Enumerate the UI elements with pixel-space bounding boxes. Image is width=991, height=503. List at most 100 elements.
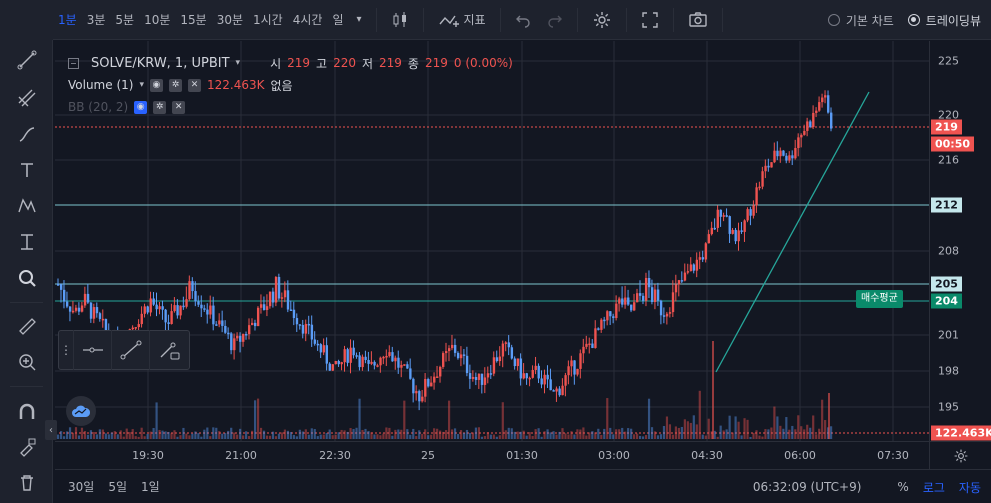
- cloud-sync-icon[interactable]: [66, 396, 96, 426]
- volume-bar: [68, 427, 72, 439]
- candle-body: [671, 292, 675, 313]
- volume-bar: [200, 436, 203, 439]
- volume-bar: [89, 430, 93, 439]
- volume-title[interactable]: Volume (1): [68, 78, 134, 92]
- trend-line-button[interactable]: [111, 330, 149, 370]
- volume-bar: [134, 436, 137, 439]
- chart-pane[interactable]: [55, 41, 929, 441]
- candle-body: [758, 186, 761, 189]
- measure-tool-icon[interactable]: [0, 224, 53, 260]
- axis-settings-button[interactable]: [929, 441, 991, 469]
- volume-bar: [433, 428, 436, 439]
- candle-body: [203, 308, 206, 310]
- eye-icon[interactable]: ◉: [134, 100, 148, 114]
- interval-30m[interactable]: 30분: [216, 12, 243, 27]
- lock-drawing-icon[interactable]: [0, 428, 53, 464]
- indicators-button[interactable]: 지표: [430, 0, 494, 40]
- trendline-tool-icon[interactable]: [0, 42, 53, 78]
- screenshot-button[interactable]: [680, 0, 716, 40]
- interval-1m[interactable]: 1분: [58, 12, 77, 27]
- candle-body: [680, 280, 684, 282]
- interval-3m[interactable]: 3분: [86, 12, 106, 27]
- interval-dropdown-icon[interactable]: ▾: [356, 14, 362, 25]
- gear-icon[interactable]: ✲: [153, 100, 167, 114]
- volume-bar: [564, 433, 567, 439]
- candle-body: [504, 342, 508, 344]
- volume-bar: [791, 425, 794, 439]
- volume-bar: [653, 431, 657, 439]
- clock-label[interactable]: 06:32:09 (UTC+9): [752, 480, 862, 494]
- candle-body: [242, 334, 245, 342]
- redo-button[interactable]: [539, 0, 571, 40]
- interval-1d[interactable]: 일: [332, 12, 344, 27]
- ray-with-label-button[interactable]: [149, 330, 187, 370]
- volume-bar: [283, 429, 287, 439]
- pitchfork-tool-icon[interactable]: [0, 80, 53, 116]
- interval-15m[interactable]: 15분: [180, 12, 207, 27]
- interval-4h[interactable]: 4시간: [292, 12, 323, 27]
- volume-bar: [749, 436, 752, 439]
- volume-bar: [513, 431, 516, 439]
- gear-icon[interactable]: ✲: [168, 78, 182, 92]
- collapse-toolbar-icon[interactable]: ‹: [45, 420, 57, 440]
- log-toggle[interactable]: 로그: [922, 480, 945, 495]
- candle-body: [498, 356, 502, 362]
- magnet-icon[interactable]: [0, 394, 53, 430]
- text-tool-icon[interactable]: [0, 152, 53, 188]
- settings-button[interactable]: [584, 0, 620, 40]
- bb-title[interactable]: BB (20, 2): [68, 100, 129, 114]
- candle-body: [546, 374, 549, 380]
- candle-body: [549, 379, 552, 391]
- drag-handle-icon[interactable]: ⋮: [60, 343, 72, 357]
- volume-bar: [248, 436, 251, 439]
- time-axis[interactable]: 19:30 21:00 22:30 25 01:30 03:00 04:30 0…: [55, 441, 929, 469]
- range-1d[interactable]: 1일: [141, 480, 160, 494]
- eye-icon[interactable]: ◉: [149, 78, 163, 92]
- horizontal-ray-button[interactable]: [73, 330, 111, 370]
- candle-body: [98, 313, 102, 319]
- percent-toggle[interactable]: %: [897, 480, 909, 494]
- volume-bar: [289, 432, 292, 439]
- tradingview-radio[interactable]: 트레이딩뷰: [907, 12, 981, 29]
- basic-chart-radio[interactable]: 기본 차트: [827, 12, 894, 29]
- interval-1h[interactable]: 1시간: [253, 12, 283, 27]
- volume-bar: [630, 428, 633, 439]
- candle-body: [433, 376, 436, 383]
- chart-type-button[interactable]: [383, 0, 417, 40]
- candle-body: [791, 155, 794, 159]
- candle-body: [794, 148, 797, 159]
- volume-bar: [430, 434, 433, 439]
- line-205-label: 205: [931, 276, 962, 292]
- undo-button[interactable]: [507, 0, 539, 40]
- candle-body: [379, 357, 382, 366]
- volume-bar: [447, 400, 451, 439]
- zoom-tool-icon[interactable]: [0, 260, 53, 296]
- chevron-down-icon[interactable]: ▾: [139, 80, 144, 90]
- volume-bar: [236, 434, 239, 439]
- interval-10m[interactable]: 10분: [144, 12, 171, 27]
- volume-bar: [245, 431, 248, 439]
- volume-bar: [722, 430, 725, 439]
- close-icon[interactable]: ✕: [172, 100, 186, 114]
- volume-bar: [788, 429, 791, 439]
- chevron-down-icon[interactable]: ▾: [235, 58, 241, 68]
- fullscreen-button[interactable]: [633, 0, 667, 40]
- pattern-tool-icon[interactable]: [0, 188, 53, 224]
- collapse-legend-icon[interactable]: [68, 57, 79, 69]
- range-30d[interactable]: 30일: [68, 480, 95, 494]
- close-icon[interactable]: ✕: [187, 78, 201, 92]
- candle-body: [621, 298, 624, 305]
- candle-body: [262, 304, 266, 311]
- trash-icon[interactable]: [0, 464, 53, 500]
- symbol-title[interactable]: SOLVE/KRW, 1, UPBIT: [91, 55, 230, 71]
- volume-bar: [203, 429, 206, 439]
- range-5d[interactable]: 5일: [108, 480, 127, 494]
- interval-5m[interactable]: 5분: [115, 12, 135, 27]
- auto-toggle[interactable]: 자동: [958, 480, 981, 495]
- candle-body: [633, 302, 636, 311]
- brush-tool-icon[interactable]: [0, 116, 53, 152]
- price-axis[interactable]: 225 220 216 208 201 198 195 219 00:50 21…: [929, 41, 991, 441]
- ruler-icon[interactable]: [0, 308, 53, 344]
- volume-bar: [400, 429, 403, 439]
- zoom-in-icon[interactable]: [0, 344, 53, 380]
